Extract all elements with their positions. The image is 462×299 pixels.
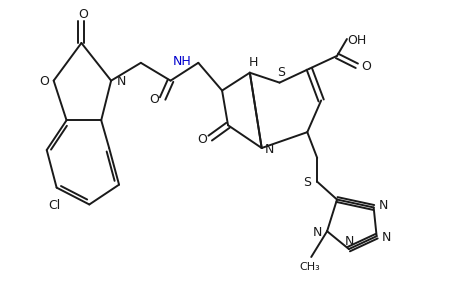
- Text: Cl: Cl: [49, 199, 61, 212]
- Text: N: N: [382, 231, 391, 244]
- Text: O: O: [149, 93, 158, 106]
- Text: S: S: [303, 176, 311, 189]
- Text: O: O: [79, 8, 88, 21]
- Text: NH: NH: [173, 55, 192, 68]
- Text: N: N: [265, 144, 274, 156]
- Text: N: N: [379, 199, 388, 212]
- Text: N: N: [116, 75, 126, 88]
- Text: OH: OH: [347, 33, 366, 47]
- Text: O: O: [39, 75, 49, 88]
- Text: CH₃: CH₃: [299, 262, 320, 272]
- Text: N: N: [312, 226, 322, 239]
- Text: S: S: [278, 66, 286, 79]
- Text: H: H: [249, 56, 258, 69]
- Text: O: O: [361, 60, 371, 73]
- Text: O: O: [197, 132, 207, 146]
- Text: N: N: [345, 235, 354, 248]
